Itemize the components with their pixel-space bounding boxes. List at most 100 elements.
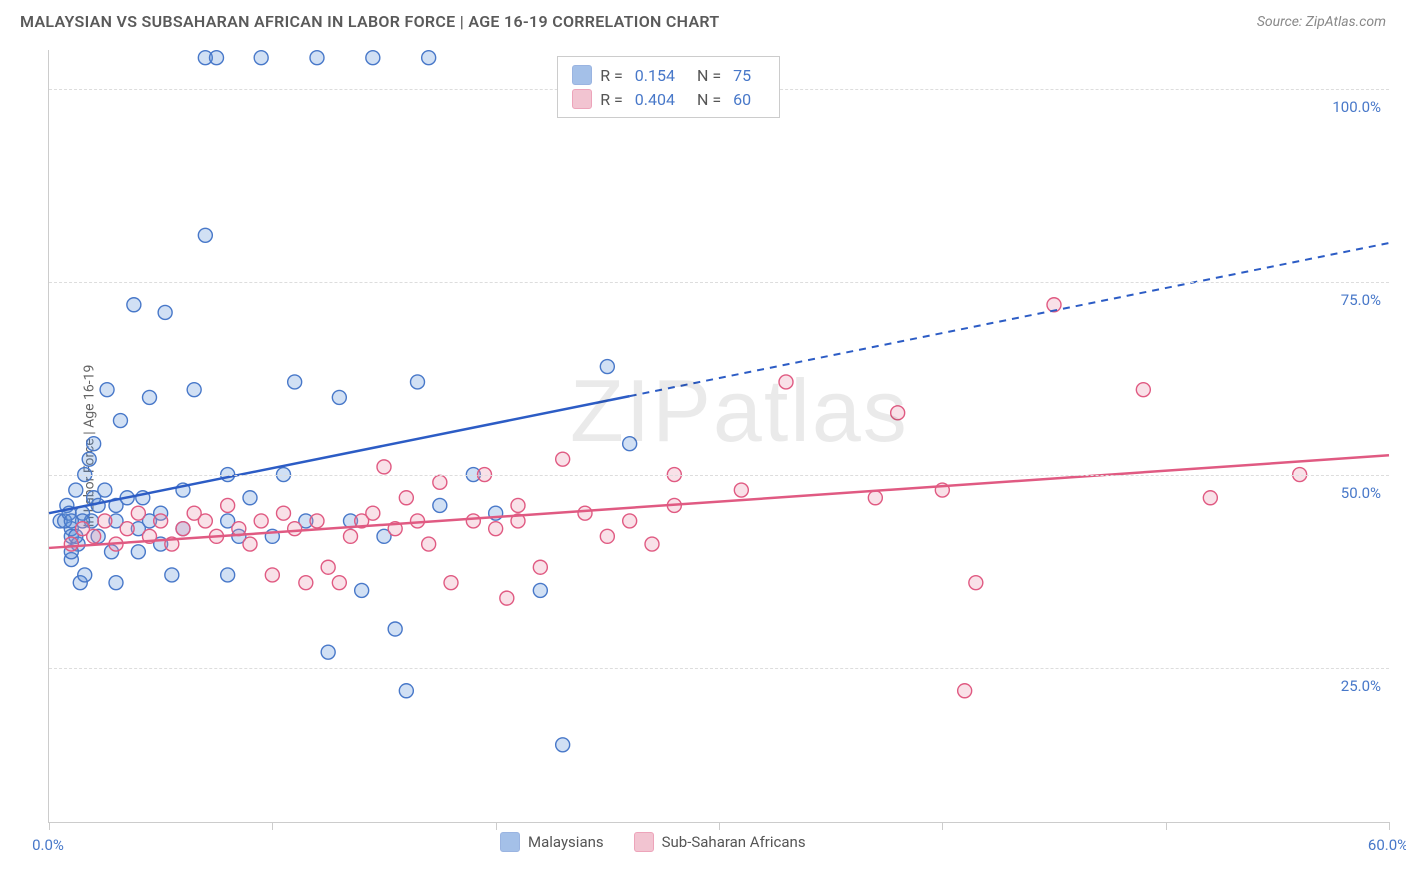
scatter-point xyxy=(366,506,380,520)
scatter-point xyxy=(958,684,972,698)
scatter-point xyxy=(198,514,212,528)
scatter-point xyxy=(411,375,425,389)
trend-line xyxy=(49,396,630,513)
scatter-point xyxy=(265,568,279,582)
x-tick xyxy=(496,822,497,830)
chart-title: MALAYSIAN VS SUBSAHARAN AFRICAN IN LABOR… xyxy=(20,12,720,31)
scatter-point xyxy=(82,452,96,466)
chart-plot-area: 25.0% 50.0% 75.0% 100.0% xyxy=(48,50,1389,823)
gridline xyxy=(49,475,1389,476)
scatter-point xyxy=(511,498,525,512)
scatter-point xyxy=(321,560,335,574)
scatter-point xyxy=(366,51,380,65)
legend-label: Sub-Saharan Africans xyxy=(662,833,806,851)
scatter-point xyxy=(500,591,514,605)
scatter-point xyxy=(332,390,346,404)
scatter-point xyxy=(243,491,257,505)
scatter-point xyxy=(98,483,112,497)
scatter-point xyxy=(113,414,127,428)
y-tick-label: 75.0% xyxy=(1341,291,1381,309)
scatter-point xyxy=(533,583,547,597)
scatter-point xyxy=(332,576,346,590)
legend-correlation-box: R =0.154 N =75 R =0.404 N =60 xyxy=(557,56,780,118)
scatter-point xyxy=(377,460,391,474)
scatter-point xyxy=(254,514,268,528)
trend-line-dashed xyxy=(630,243,1389,396)
y-tick-label: 100.0% xyxy=(1332,98,1381,116)
scatter-point xyxy=(221,568,235,582)
legend-row: R =0.154 N =75 xyxy=(572,63,765,87)
scatter-point xyxy=(734,483,748,497)
legend-swatch xyxy=(634,832,654,852)
scatter-point xyxy=(221,498,235,512)
scatter-point xyxy=(288,522,302,536)
scatter-point xyxy=(243,537,257,551)
chart-svg xyxy=(49,50,1389,822)
scatter-point xyxy=(176,522,190,536)
scatter-point xyxy=(87,529,101,543)
scatter-point xyxy=(321,645,335,659)
legend-swatch xyxy=(572,89,592,109)
scatter-point xyxy=(109,576,123,590)
legend-n-value: 60 xyxy=(733,90,751,109)
scatter-point xyxy=(444,576,458,590)
scatter-point xyxy=(143,390,157,404)
x-tick-label: 60.0% xyxy=(1368,836,1406,854)
scatter-point xyxy=(288,375,302,389)
scatter-point xyxy=(556,452,570,466)
legend-n-value: 75 xyxy=(733,66,751,85)
scatter-point xyxy=(1136,383,1150,397)
x-tick xyxy=(1389,822,1390,830)
x-tick xyxy=(719,822,720,830)
scatter-point xyxy=(100,383,114,397)
x-tick xyxy=(1166,822,1167,830)
scatter-point xyxy=(600,360,614,374)
scatter-point xyxy=(310,514,324,528)
scatter-point xyxy=(131,506,145,520)
legend-item: Malaysians xyxy=(500,832,604,852)
scatter-point xyxy=(623,437,637,451)
scatter-point xyxy=(433,475,447,489)
x-tick-label: 0.0% xyxy=(32,836,64,854)
y-tick-label: 25.0% xyxy=(1341,677,1381,695)
scatter-point xyxy=(645,537,659,551)
x-tick xyxy=(272,822,273,830)
scatter-point xyxy=(158,305,172,319)
x-tick xyxy=(49,822,50,830)
y-tick-label: 50.0% xyxy=(1341,484,1381,502)
scatter-point xyxy=(466,514,480,528)
scatter-point xyxy=(422,51,436,65)
legend-series: Malaysians Sub-Saharan Africans xyxy=(500,832,806,852)
scatter-point xyxy=(87,437,101,451)
scatter-point xyxy=(154,514,168,528)
gridline xyxy=(49,282,1389,283)
scatter-point xyxy=(623,514,637,528)
scatter-point xyxy=(69,483,83,497)
scatter-point xyxy=(969,576,983,590)
scatter-point xyxy=(533,560,547,574)
gridline xyxy=(49,668,1389,669)
legend-swatch xyxy=(572,65,592,85)
scatter-point xyxy=(64,537,78,551)
scatter-point xyxy=(399,491,413,505)
scatter-point xyxy=(165,568,179,582)
scatter-point xyxy=(210,51,224,65)
scatter-point xyxy=(868,491,882,505)
chart-header: MALAYSIAN VS SUBSAHARAN AFRICAN IN LABOR… xyxy=(0,0,1406,39)
scatter-point xyxy=(891,406,905,420)
scatter-point xyxy=(299,576,313,590)
scatter-point xyxy=(355,583,369,597)
scatter-point xyxy=(187,383,201,397)
scatter-point xyxy=(78,568,92,582)
scatter-point xyxy=(344,529,358,543)
scatter-point xyxy=(127,298,141,312)
scatter-point xyxy=(489,522,503,536)
legend-item: Sub-Saharan Africans xyxy=(634,832,806,852)
scatter-point xyxy=(578,506,592,520)
legend-r-value: 0.404 xyxy=(635,90,675,109)
scatter-point xyxy=(422,537,436,551)
legend-row: R =0.404 N =60 xyxy=(572,87,765,111)
scatter-point xyxy=(131,545,145,559)
scatter-point xyxy=(388,622,402,636)
scatter-point xyxy=(433,498,447,512)
